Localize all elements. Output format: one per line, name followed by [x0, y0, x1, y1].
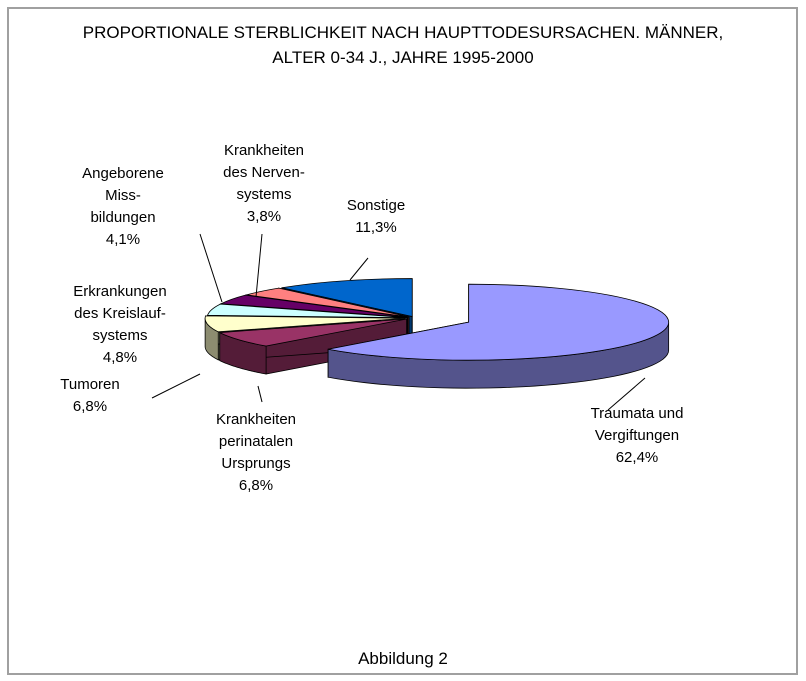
slice — [207, 303, 408, 319]
caption: Abbildung 2 — [358, 649, 448, 668]
leader-line — [151, 373, 201, 399]
slice-label: Krankheiten des Nerven-systems — [223, 142, 305, 203]
value-label: 11,3% — [355, 219, 396, 236]
chart-title: PROPORTIONALE STERBLICHKEIT NACH HAUPTTO… — [83, 23, 723, 67]
slice — [328, 283, 670, 361]
slice — [281, 278, 413, 318]
labels: Traumata und Vergiftungen 62,4% Krankheiten… — [60, 142, 683, 494]
slice — [246, 287, 410, 318]
leader-line — [607, 377, 646, 411]
slice-label: Angeborene Miss-bildungen — [82, 165, 164, 226]
leader-line — [257, 385, 263, 403]
slice-label: Sonstige — [347, 197, 405, 214]
pie — [204, 278, 670, 389]
leader-line — [199, 233, 223, 303]
value-label: 4,1% — [106, 231, 140, 248]
slice — [218, 318, 407, 347]
slice-label: Erkrankungen des Kreislauf-systems — [73, 283, 166, 344]
value-label: 4,8% — [103, 349, 137, 366]
slice — [204, 315, 406, 333]
leader-line — [349, 257, 369, 281]
slice — [219, 294, 409, 318]
leader-line — [255, 233, 263, 298]
value-label: 6,8% — [239, 477, 273, 494]
slice-label: Krankheiten perinatalen Ursprungs — [216, 411, 296, 472]
value-label: 62,4% — [616, 449, 659, 466]
value-label: 3,8% — [247, 208, 281, 225]
slice-label: Tumoren — [60, 376, 119, 393]
value-label: 6,8% — [73, 398, 107, 415]
slice-label: Traumata und Vergiftungen — [591, 405, 684, 444]
